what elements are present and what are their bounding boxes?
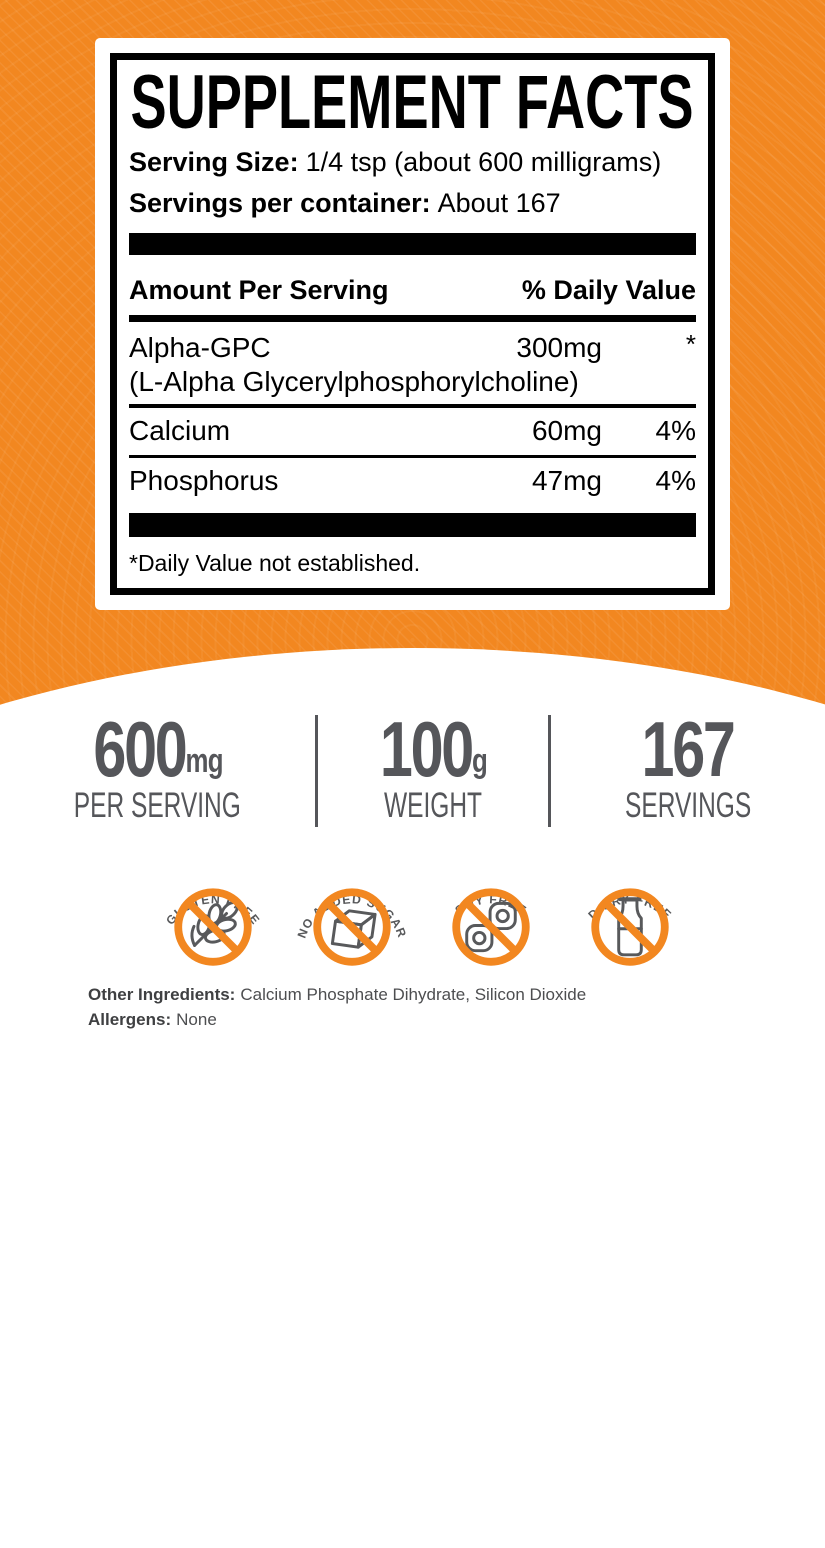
daily-value-footnote: *Daily Value not established. xyxy=(129,550,421,576)
supplement-facts-border: SUPPLEMENT FACTS Serving Size: 1/4 tsp (a… xyxy=(110,53,715,595)
header-rule xyxy=(129,315,696,322)
nutrient-amount: 300mg xyxy=(516,332,602,363)
stat-number: 167 xyxy=(641,705,736,793)
nutrient-amount: 47mg xyxy=(531,465,602,496)
stats-row: 600 mg PER SERVING 100 g WEIGHT 167 SERVIN… xyxy=(0,706,825,836)
row-rule xyxy=(129,404,696,408)
serving-size-label: Serving Size: xyxy=(129,147,299,177)
nutrient-name-secondary: (L-Alpha Glycerylphosphorylcholine) xyxy=(129,366,579,397)
svg-text:SUPPLEMENT FACTS: SUPPLEMENT FACTS xyxy=(131,71,694,133)
table-row: Calcium 60mg 4% xyxy=(129,408,696,455)
allergens-value: None xyxy=(176,1010,217,1029)
stat-per-serving: 600 mg PER SERVING xyxy=(0,705,315,825)
dairy-free-badge: DAIRY FREE xyxy=(585,888,674,966)
badges-row: GLUTEN FREE NO ADDED SUGAR xyxy=(0,854,825,967)
no-added-sugar-badge: NO ADDED SUGAR xyxy=(295,888,410,966)
nutrient-name: Calcium xyxy=(129,415,231,446)
gluten-free-badge: GLUTEN FREE xyxy=(163,888,262,966)
prohibition-circle-icon xyxy=(174,888,252,966)
servings-value: About 167 xyxy=(437,188,561,218)
stat-weight: 100 g WEIGHT xyxy=(318,705,547,825)
svg-text:NO ADDED SUGAR: NO ADDED SUGAR xyxy=(295,892,410,940)
supplement-facts-title: SUPPLEMENT FACTS xyxy=(131,71,694,133)
nutrient-daily-value: 4% xyxy=(655,415,696,446)
prohibition-circle-icon xyxy=(452,888,530,966)
stat-number: 100 g xyxy=(379,705,487,793)
divider-bar-bottom xyxy=(129,513,696,537)
other-ingredients-label: Other Ingredients: xyxy=(88,985,236,1004)
ingredients-section: Other Ingredients: Calcium Phosphate Dihy… xyxy=(88,982,586,1032)
stat-divider xyxy=(547,715,551,827)
amount-column-header: Amount Per Serving xyxy=(129,275,389,305)
nutrient-name: Alpha-GPC xyxy=(129,332,271,363)
table-header: Amount Per Serving % Daily Value xyxy=(129,274,696,307)
nutrient-daily-value: * xyxy=(685,329,696,359)
table-row: Phosphorus 47mg 4% xyxy=(129,458,696,505)
table-row: Alpha-GPC 300mg * (L-Alpha Glycerylphosp… xyxy=(129,331,696,399)
daily-value-column-header: % Daily Value xyxy=(521,275,696,305)
prohibition-slash-icon xyxy=(324,899,380,955)
servings-per-container-line: Servings per container: About 167 xyxy=(129,187,696,220)
row-rule xyxy=(129,455,696,458)
product-label-artwork: SUPPLEMENT FACTS Serving Size: 1/4 tsp (a… xyxy=(0,0,825,1029)
prohibition-circle-icon xyxy=(313,888,391,966)
stat-label: SERVINGS xyxy=(624,786,751,825)
prohibition-slash-icon xyxy=(185,899,241,955)
servings-label: Servings per container: xyxy=(129,188,431,218)
allergens-line: Allergens: None xyxy=(88,1007,586,1032)
serving-size-line: Serving Size: 1/4 tsp (about 600 milligra… xyxy=(129,146,696,179)
allergens-label: Allergens: xyxy=(88,1010,172,1029)
prohibition-slash-icon xyxy=(602,899,658,955)
stat-divider xyxy=(315,715,319,827)
nutrient-amount: 60mg xyxy=(531,415,602,446)
prohibition-slash-icon xyxy=(463,899,519,955)
nutrient-name: Phosphorus xyxy=(129,465,279,496)
other-ingredients-line: Other Ingredients: Calcium Phosphate Dihy… xyxy=(88,982,586,1007)
stat-label: WEIGHT xyxy=(383,786,482,825)
soy-pod-icon xyxy=(465,901,517,953)
stat-number: 600 mg xyxy=(92,705,223,793)
other-ingredients-value: Calcium Phosphate Dihydrate, Silicon Dio… xyxy=(240,985,587,1004)
prohibition-circle-icon xyxy=(591,888,669,966)
supplement-facts-panel: SUPPLEMENT FACTS Serving Size: 1/4 tsp (a… xyxy=(95,38,730,610)
serving-size-value: 1/4 tsp (about 600 milligrams) xyxy=(305,147,662,177)
stat-servings: 167 SERVINGS xyxy=(551,705,825,825)
nutrient-daily-value: 4% xyxy=(655,465,696,496)
stat-label: PER SERVING xyxy=(74,786,242,825)
divider-bar-top xyxy=(129,233,696,255)
soy-free-badge: SOY FREE xyxy=(452,888,530,966)
